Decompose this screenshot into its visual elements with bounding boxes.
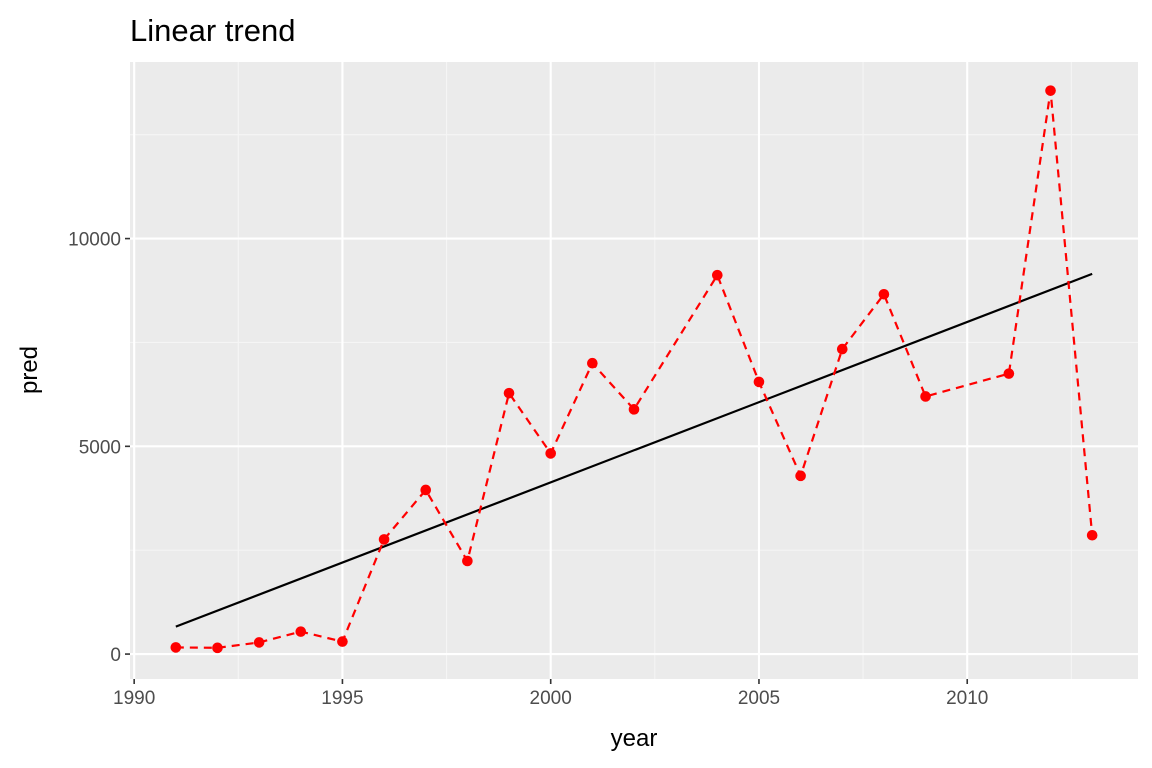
x-tick-label: 2005 — [738, 688, 780, 709]
plot-panel — [130, 62, 1138, 679]
x-tick-label: 2000 — [530, 688, 572, 709]
data-point — [795, 470, 806, 482]
data-point — [253, 637, 265, 648]
y-axis-title: pred — [16, 346, 43, 394]
data-point — [420, 484, 432, 496]
data-point — [503, 387, 515, 399]
trend-line — [175, 272, 1093, 628]
data-point — [337, 636, 348, 647]
data-point — [628, 404, 640, 415]
data-point — [587, 357, 598, 369]
x-tick-label: 2010 — [946, 688, 988, 709]
data-point — [1003, 368, 1015, 379]
series-layer — [170, 85, 1098, 654]
y-tick-label: 0 — [110, 645, 121, 666]
data-point — [878, 288, 890, 300]
y-tick-label: 5000 — [79, 437, 121, 458]
data-point — [753, 376, 765, 388]
data-point — [212, 642, 223, 654]
data-point — [1045, 85, 1056, 96]
chart-title: Linear trend — [130, 13, 295, 48]
x-tick-label: 1995 — [321, 688, 363, 709]
data-point — [545, 448, 556, 459]
data-point — [462, 555, 473, 567]
data-point — [712, 269, 723, 281]
major-gridlines — [130, 62, 1138, 679]
x-axis-title: year — [611, 725, 658, 752]
x-tick-label: 1990 — [113, 688, 155, 709]
minor-gridlines — [130, 62, 1138, 679]
data-point — [920, 391, 931, 402]
data-point — [378, 534, 390, 545]
y-axis: 0 5000 10000 — [68, 230, 130, 666]
data-point — [1086, 529, 1098, 541]
data-point — [295, 626, 307, 637]
data-point — [170, 642, 182, 653]
data-point — [836, 343, 848, 355]
y-tick-label: 10000 — [68, 230, 121, 251]
x-axis: 1990 1995 2000 2005 2010 — [113, 679, 988, 709]
